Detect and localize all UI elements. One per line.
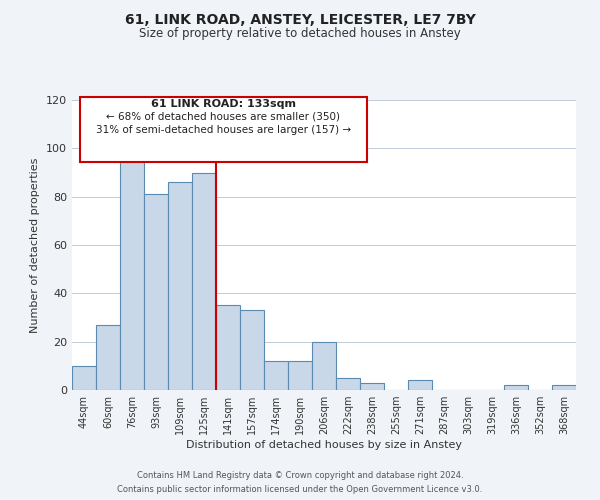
Y-axis label: Number of detached properties: Number of detached properties [31, 158, 40, 332]
Bar [264, 361, 288, 390]
Bar [192, 172, 216, 390]
Bar [504, 385, 528, 390]
Bar [96, 325, 120, 390]
Bar [120, 153, 144, 390]
Text: 61, LINK ROAD, ANSTEY, LEICESTER, LE7 7BY: 61, LINK ROAD, ANSTEY, LEICESTER, LE7 7B… [125, 12, 475, 26]
Bar [144, 194, 168, 390]
Text: 31% of semi-detached houses are larger (157) →: 31% of semi-detached houses are larger (… [95, 124, 351, 134]
Bar [72, 366, 96, 390]
X-axis label: Distribution of detached houses by size in Anstey: Distribution of detached houses by size … [186, 440, 462, 450]
Bar [312, 342, 336, 390]
Text: Contains HM Land Registry data © Crown copyright and database right 2024.: Contains HM Land Registry data © Crown c… [137, 472, 463, 480]
Text: Size of property relative to detached houses in Anstey: Size of property relative to detached ho… [139, 28, 461, 40]
Text: Contains public sector information licensed under the Open Government Licence v3: Contains public sector information licen… [118, 484, 482, 494]
Bar [408, 380, 432, 390]
Bar [552, 385, 576, 390]
Text: ← 68% of detached houses are smaller (350): ← 68% of detached houses are smaller (35… [106, 112, 340, 122]
FancyBboxPatch shape [80, 97, 367, 162]
Bar [336, 378, 360, 390]
Bar [168, 182, 192, 390]
Bar [288, 361, 312, 390]
Bar [240, 310, 264, 390]
Bar [216, 306, 240, 390]
Text: 61 LINK ROAD: 133sqm: 61 LINK ROAD: 133sqm [151, 98, 296, 108]
Bar [360, 383, 384, 390]
